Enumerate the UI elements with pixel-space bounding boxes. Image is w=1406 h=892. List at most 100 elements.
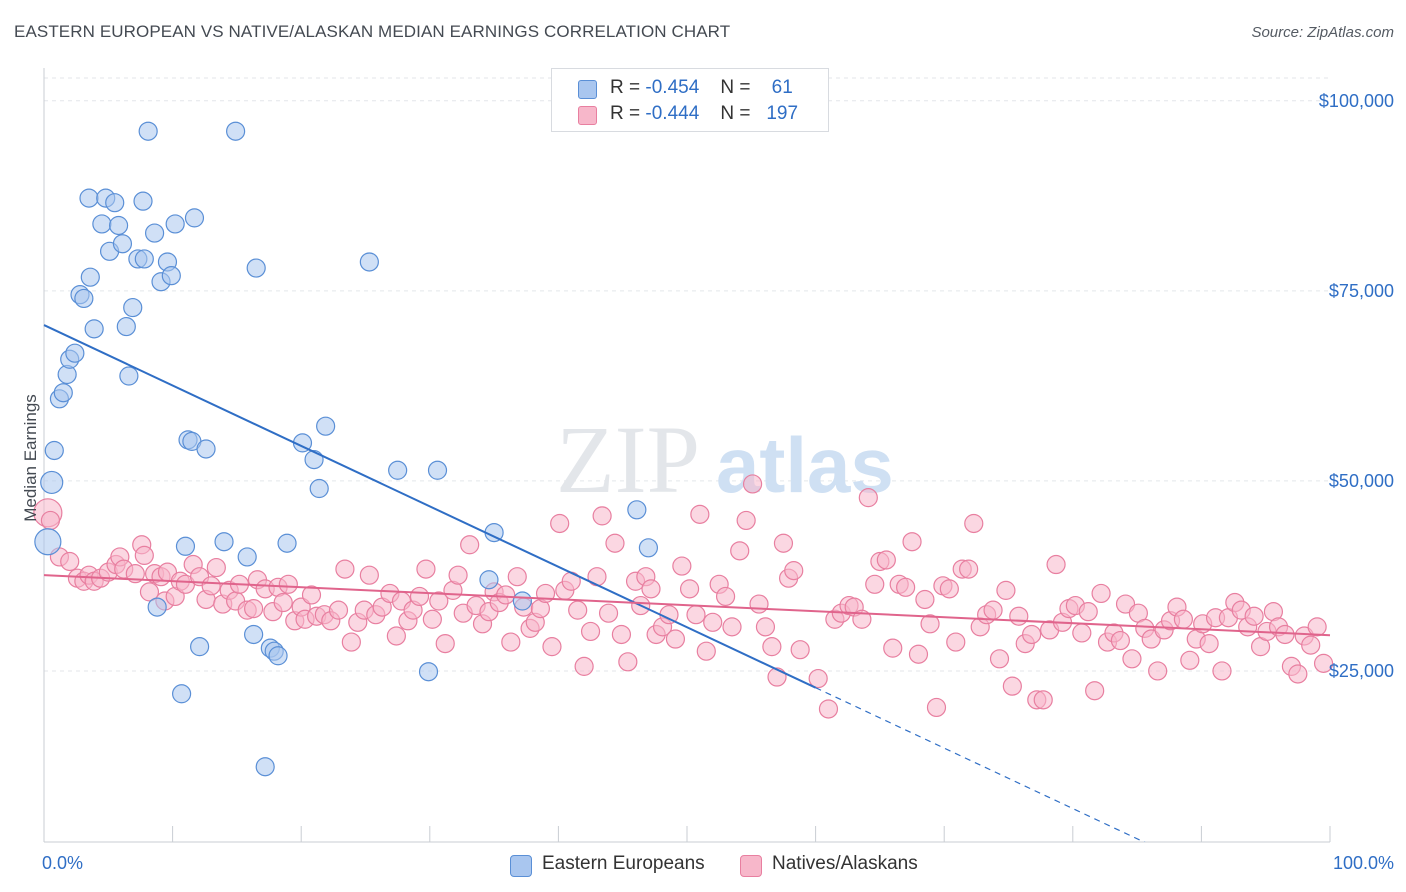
y-tick-label: $50,000 [1329,471,1394,491]
native-point [784,561,804,581]
native-point [790,640,810,660]
legend-swatch-eastern [578,80,597,99]
native-point [808,668,828,689]
native-point [996,580,1016,600]
native-point [574,656,594,676]
eastern-point [226,121,246,141]
bottom-legend-swatch-native [740,855,762,877]
native-point [939,579,959,599]
eastern-point [134,249,154,269]
native-point [1288,664,1308,684]
native-point [1091,583,1111,604]
eastern-point [359,252,379,272]
native-point [409,586,430,607]
native-point [946,632,966,652]
eastern-point [268,646,288,666]
native-point [641,579,661,599]
native-point [1307,617,1327,637]
eastern-point [79,188,99,208]
native-point [1110,630,1130,651]
native-point [435,633,455,654]
eastern-point [277,533,297,553]
native-point [1078,602,1098,622]
legend-n-value: 61 [771,77,793,98]
y-tick-labels: $25,000 $50,000 $75,000 $100,000 [1319,91,1394,681]
eastern-point [309,478,329,499]
native-point [1033,690,1053,710]
native-point [301,585,322,605]
bottom-legend-label-eastern: Eastern Europeans [542,853,705,874]
eastern-point [123,297,143,318]
native-point [568,600,588,620]
native-point [429,591,449,611]
native-point [1148,661,1168,681]
eastern-point [133,191,153,211]
native-point [672,556,692,576]
native-point [611,624,632,645]
native-point [448,565,468,585]
native-point [460,535,480,555]
native-point [964,513,984,534]
native-point [703,612,723,632]
native-point [1313,653,1334,673]
eastern-point [244,624,264,645]
native-point [989,649,1010,669]
eastern-point [147,597,167,617]
native-point [1009,606,1029,626]
native-point [1072,623,1092,643]
eastern-point [479,570,499,590]
legend-r-label: R = [610,77,641,98]
native-point [1244,606,1264,626]
native-point [386,626,406,646]
eastern-point [638,538,659,558]
eastern-point [214,532,234,552]
y-tick-label: $75,000 [1329,281,1394,301]
native-point [496,585,516,605]
native-point [690,504,710,524]
trend-lines [43,324,1331,842]
eastern-point [255,757,275,777]
native-point [852,609,872,629]
eastern-point [165,214,185,234]
eastern-point [627,500,647,520]
native-point [902,532,922,552]
x-tick-label-max: 100.0% [1333,853,1394,873]
native-point [755,617,776,637]
native-point [139,582,160,602]
eastern-point [427,460,448,480]
native-point [715,586,736,607]
eastern-point [53,383,73,403]
legend-swatch-native [578,106,597,125]
native-point [908,644,929,664]
trend-line-eastern [43,324,817,689]
legend-r-value: -0.444 [645,103,700,124]
native-point [915,589,935,610]
series-eastern-europeans [34,121,659,777]
native-point [273,592,293,613]
eastern-point [161,266,181,286]
native-point [1085,681,1105,701]
native-point [542,637,562,657]
eastern-point [388,460,408,480]
bottom-legend-label-native: Natives/Alaskans [772,853,918,874]
native-point [679,579,700,599]
chart-title: EASTERN EUROPEAN VS NATIVE/ALASKAN MEDIA… [14,22,731,41]
native-point [1275,624,1295,645]
source-label: Source: ZipAtlas.com [1251,24,1394,41]
eastern-point [190,637,210,657]
eastern-point [316,416,336,436]
native-point [1022,624,1042,645]
native-point [896,577,916,597]
eastern-point [196,439,216,459]
bottom-legend-eastern: Eastern Europeans [510,852,720,878]
y-axis-label: Median Earnings [21,394,40,522]
legend-r-label: R = [610,103,641,124]
native-point [60,551,80,572]
native-point [244,599,264,619]
native-point [686,605,706,625]
native-point [730,541,750,561]
native-point [125,564,145,584]
native-point [1212,661,1232,681]
native-point [883,638,903,658]
